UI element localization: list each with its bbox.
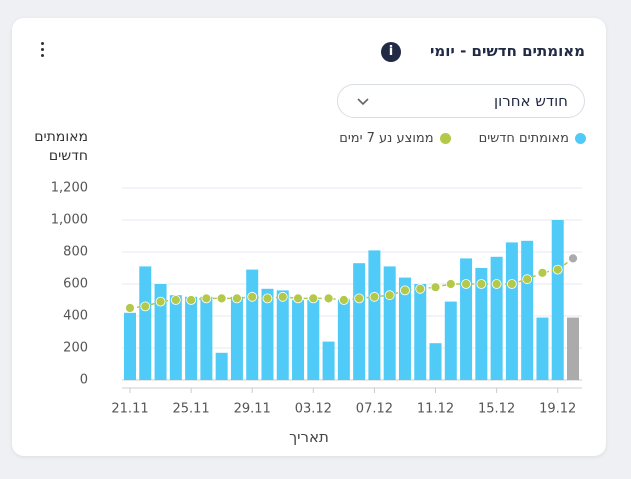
average-point [522,274,533,285]
bar [353,263,366,380]
bar [276,290,289,380]
legend-swatch [575,133,586,144]
average-point [461,279,471,289]
bar [246,269,259,380]
bar [215,352,228,380]
period-dropdown[interactable]: חודש אחרון [337,84,585,118]
y-tick-label: 200 [63,341,88,356]
y-tick-label: 0 [80,373,88,388]
bar [490,256,503,380]
average-point [262,293,273,304]
bar [536,317,549,380]
bar [124,312,136,380]
y-axis-label: מאומתים חדשים [34,129,88,164]
y-tick-label: 800 [63,245,88,260]
x-tick-label: 25.11 [172,402,209,417]
bar [444,301,457,380]
legend: מאומתים חדשים ממוצע נע 7 ימים [339,131,586,146]
bar [505,242,518,380]
average-point [170,295,181,305]
bar [567,317,579,380]
info-icon[interactable]: i [381,42,401,62]
average-point [384,290,395,301]
average-point [216,293,227,304]
chart-title: מאומתים חדשים - יומי [430,42,585,60]
legend-label: ממוצע נע 7 ימים [339,131,434,146]
average-point [201,293,212,304]
bar [261,288,274,380]
chevron [357,98,369,106]
average-point [232,293,242,304]
average-point [552,264,563,275]
bar [429,343,442,380]
average-point [323,293,334,304]
bar [414,284,427,380]
legend-item[interactable]: ממוצע נע 7 ימים [339,131,451,146]
average-point [140,301,151,312]
x-tick-label: 29.11 [234,402,271,417]
average-point [430,282,441,293]
legend-label: מאומתים חדשים [478,131,569,146]
average-point [400,285,410,296]
menu-button[interactable] [36,42,48,60]
bar [292,300,305,380]
bar [200,296,213,380]
x-tick-label: 21.11 [111,402,148,417]
legend-swatch [439,133,451,144]
y-tick-label: 1,000 [51,213,88,228]
average-point [293,293,303,304]
x-tick-label: 19.12 [539,402,576,417]
legend-item[interactable]: מאומתים חדשים [479,131,586,146]
x-tick-label: 03.12 [295,402,332,417]
dropdown-value: חודש אחרון [494,92,568,110]
x-tick-label: 11.12 [417,402,454,417]
average-point [338,295,349,305]
bar [185,296,198,380]
average-point [186,295,197,305]
average-point [568,253,578,264]
plot: 0 200 400 600 800 1,000 1,200 21.11 25.11 29.11 03… [51,181,582,417]
average-point [415,283,426,294]
average-point [445,279,456,289]
bar [337,300,350,380]
y-tick-label: 1,200 [51,181,88,196]
card: מאומתים חדשים - יומי i חודש אחרון מאומתי… [12,18,606,456]
average-point [491,279,502,289]
y-tick-label: 600 [63,277,88,292]
average-point [354,293,365,304]
bar [307,300,320,380]
bar [475,268,488,380]
bar [460,258,473,380]
average-point [247,291,258,302]
bar [383,266,396,380]
bar [368,250,381,380]
average-point [537,267,548,278]
x-tick-label: 07.12 [356,402,393,417]
y-tick-label: 400 [63,309,88,324]
average-point [125,303,135,313]
average-point [155,296,166,307]
bar [230,296,243,380]
x-axis-label: תאריך [289,428,329,446]
bar [154,284,167,380]
bar [551,220,564,380]
average-point [369,291,380,302]
bar [169,295,182,380]
bar [521,240,534,380]
average-point [506,279,517,289]
bar [139,266,152,380]
x-tick-label: 15.12 [478,402,515,417]
bar [322,341,335,380]
average-point [476,279,487,289]
bar [398,277,411,380]
average-point [277,291,288,302]
average-point [308,293,319,304]
